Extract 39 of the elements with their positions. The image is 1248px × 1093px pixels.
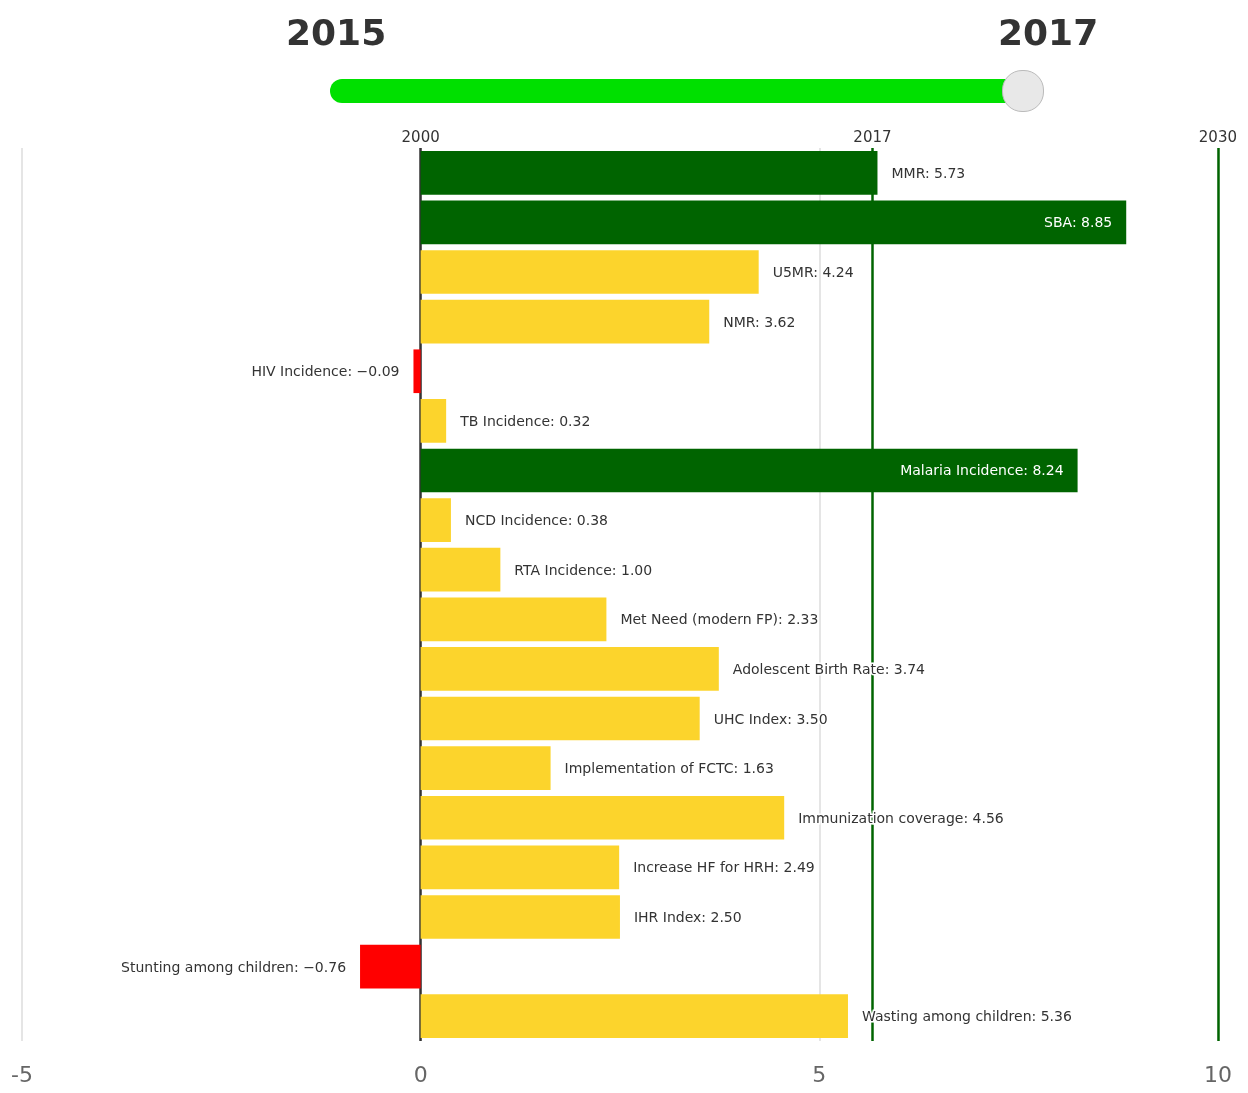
bar (413, 349, 421, 394)
data-label: IHR Index: 2.50 (633, 908, 742, 925)
data-label: MMR: 5.73 (891, 164, 966, 181)
x-tick-label: 10 (1203, 1061, 1232, 1087)
data-label: SBA: 8.85 (1044, 214, 1113, 231)
data-label: HIV Incidence: −0.09 (251, 363, 400, 380)
bar (420, 547, 501, 592)
bar (420, 299, 710, 344)
bar (420, 746, 551, 790)
data-label: NCD Incidence: 0.38 (464, 512, 609, 529)
bar (420, 250, 759, 294)
data-label: Met Need (modern FP): 2.33 (620, 611, 819, 628)
x2-tick-label: 2017 (853, 127, 892, 146)
text: 2015 (286, 12, 387, 53)
data-label: UHC Index: 3.50 (713, 710, 828, 727)
x-tick-label: 0 (413, 1061, 428, 1087)
data-label: Implementation of FCTC: 1.63 (564, 760, 774, 777)
bar (420, 498, 451, 542)
bar (360, 944, 421, 989)
bar (420, 696, 700, 741)
bar (420, 845, 620, 890)
text: 2017 (998, 12, 1099, 53)
bar (420, 994, 848, 1039)
x2-tick-label: 2000 (401, 127, 440, 146)
bar (420, 399, 447, 443)
bar (420, 647, 719, 691)
data-label: U5MR: 4.24 (772, 264, 854, 281)
data-label: Malaria Incidence: 8.24 (900, 462, 1064, 479)
x-tick-label: 5 (812, 1061, 827, 1087)
x2-tick-label: 2030 (1198, 127, 1238, 146)
data-label: NMR: 3.62 (723, 313, 796, 330)
data-label: Increase HF for HRH: 2.49 (633, 859, 815, 876)
bar (420, 895, 620, 939)
data-label: RTA Incidence: 1.00 (514, 561, 653, 578)
x-tick-label: -5 (11, 1061, 33, 1087)
data-label: Stunting among children: −0.76 (121, 958, 347, 975)
bar (420, 597, 607, 642)
data-label: TB Incidence: 0.32 (459, 412, 591, 429)
bar (420, 795, 785, 840)
